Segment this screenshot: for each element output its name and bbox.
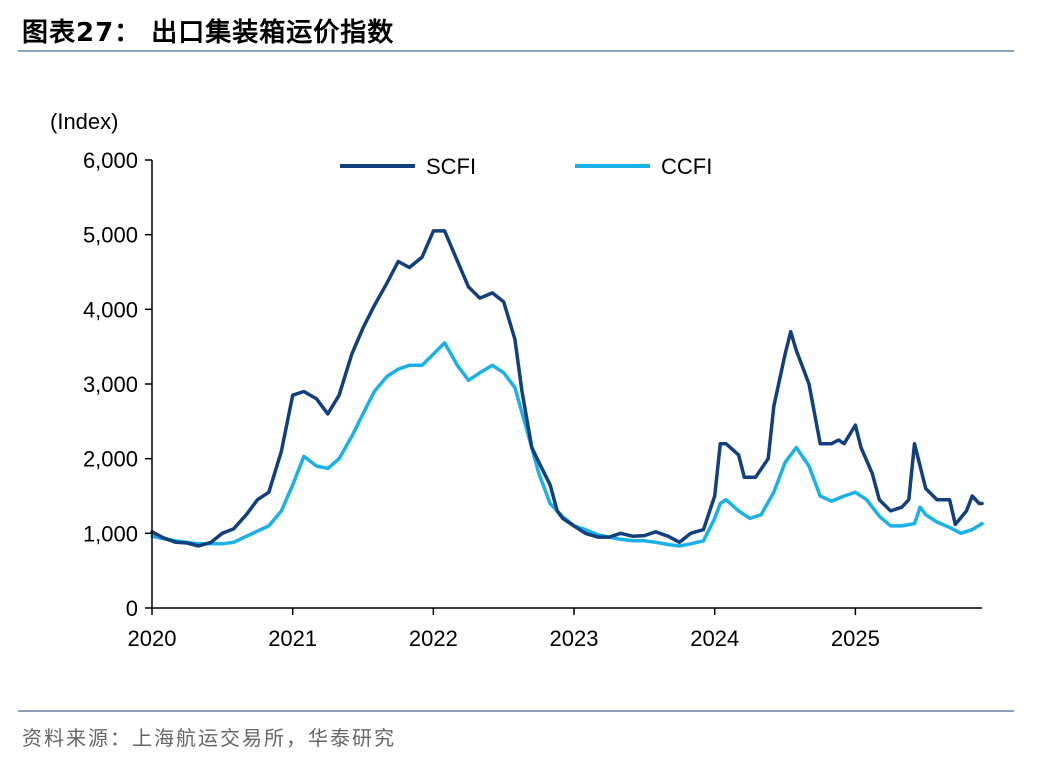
- y-tick-label: 1,000: [83, 521, 138, 546]
- line-chart: (Index) 01,0002,0003,0004,0005,0006,000 …: [50, 109, 984, 651]
- x-tick-label: 2025: [831, 626, 880, 651]
- y-axis-label: (Index): [50, 109, 118, 134]
- y-tick-label: 0: [126, 596, 138, 621]
- x-tick-label: 2020: [128, 626, 177, 651]
- x-axis-ticks: 2020 2021 2022 2023 2024 2025: [128, 608, 880, 651]
- source-note: 资料来源：上海航运交易所，华泰研究: [22, 726, 396, 750]
- x-tick-label: 2022: [409, 626, 458, 651]
- x-tick-label: 2023: [550, 626, 599, 651]
- legend-label-scfi: SCFI: [426, 154, 476, 179]
- y-axis-ticks: 0 1,000 2,000 3,000 4,000 5,000 6,000: [83, 148, 152, 621]
- legend: SCFI CCFI: [340, 154, 712, 179]
- series-line-ccfi: [150, 341, 984, 548]
- x-tick-label: 2024: [690, 626, 739, 651]
- y-tick-label: 6,000: [83, 148, 138, 173]
- source-divider: [18, 710, 1014, 712]
- series-lines: [150, 229, 984, 548]
- y-tick-label: 4,000: [83, 297, 138, 322]
- x-tick-label: 2021: [268, 626, 317, 651]
- y-tick-label: 5,000: [83, 223, 138, 248]
- title-divider: [18, 50, 1014, 52]
- y-tick-label: 3,000: [83, 372, 138, 397]
- series-line-scfi: [150, 229, 984, 548]
- legend-label-ccfi: CCFI: [661, 154, 712, 179]
- y-tick-label: 2,000: [83, 447, 138, 472]
- chart-title: 图表27： 出口集装箱运价指数: [22, 18, 395, 48]
